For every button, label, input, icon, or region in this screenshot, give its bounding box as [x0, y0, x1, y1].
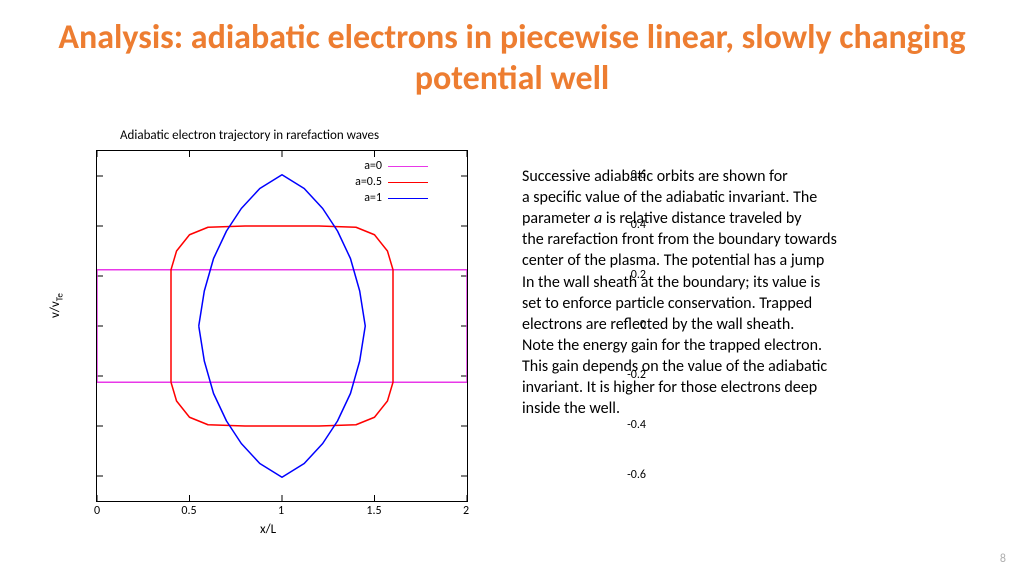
body-line: is relative distance traveled by [602, 209, 801, 228]
page-number: 8 [1000, 552, 1006, 566]
ylabel-sub: Te [55, 293, 66, 301]
xtick-0: 0 [94, 504, 100, 518]
ylabel-main: v/v [48, 301, 63, 318]
y-axis-label: v/vTe [48, 293, 66, 318]
legend-label-2: a=1 [338, 190, 382, 206]
body-line: a specific value of the adiabatic invari… [522, 188, 817, 207]
xtick-2: 1 [278, 504, 284, 518]
legend-swatch-0 [388, 166, 428, 167]
legend-swatch-2 [388, 198, 428, 199]
body-line: Note the energy gain for the trapped ele… [522, 336, 822, 355]
body-line: Successive adiabatic orbits are shown fo… [522, 167, 788, 186]
ytick-6: -0.6 [586, 468, 646, 482]
xtick-1: 0.5 [181, 504, 196, 518]
body-line: center of the plasma. The potential has … [522, 251, 824, 270]
body-line: parameter [522, 209, 594, 228]
x-axis-label: x/L [260, 522, 276, 537]
body-line: the rarefaction front from the boundary … [522, 230, 837, 249]
body-em: a [594, 209, 602, 228]
slide: Analysis: adiabatic electrons in piecewi… [0, 0, 1024, 576]
chart-title: Adiabatic electron trajectory in rarefac… [120, 128, 379, 143]
legend-label-1: a=0.5 [338, 174, 382, 190]
legend-row-0: a=0 [338, 158, 428, 174]
legend-row-2: a=1 [338, 190, 428, 206]
ytick-5: -0.4 [586, 418, 646, 432]
body-paragraph: Successive adiabatic orbits are shown fo… [522, 166, 1002, 419]
body-line: inside the well. [522, 399, 620, 418]
legend: a=0 a=0.5 a=1 [338, 158, 428, 206]
slide-title: Analysis: adiabatic electrons in piecewi… [0, 18, 1024, 100]
body-line: This gain depends on the value of the ad… [522, 357, 827, 376]
body-line: invariant. It is higher for those electr… [522, 378, 817, 397]
legend-row-1: a=0.5 [338, 174, 428, 190]
xtick-3: 1.5 [366, 504, 381, 518]
body-line: In the wall sheath at the boundary; its … [522, 273, 820, 292]
legend-label-0: a=0 [338, 158, 382, 174]
body-line: electrons are reflected by the wall shea… [522, 315, 794, 334]
legend-swatch-1 [388, 182, 428, 183]
xtick-4: 2 [463, 504, 469, 518]
body-line: set to enforce particle conservation. Tr… [522, 294, 812, 313]
